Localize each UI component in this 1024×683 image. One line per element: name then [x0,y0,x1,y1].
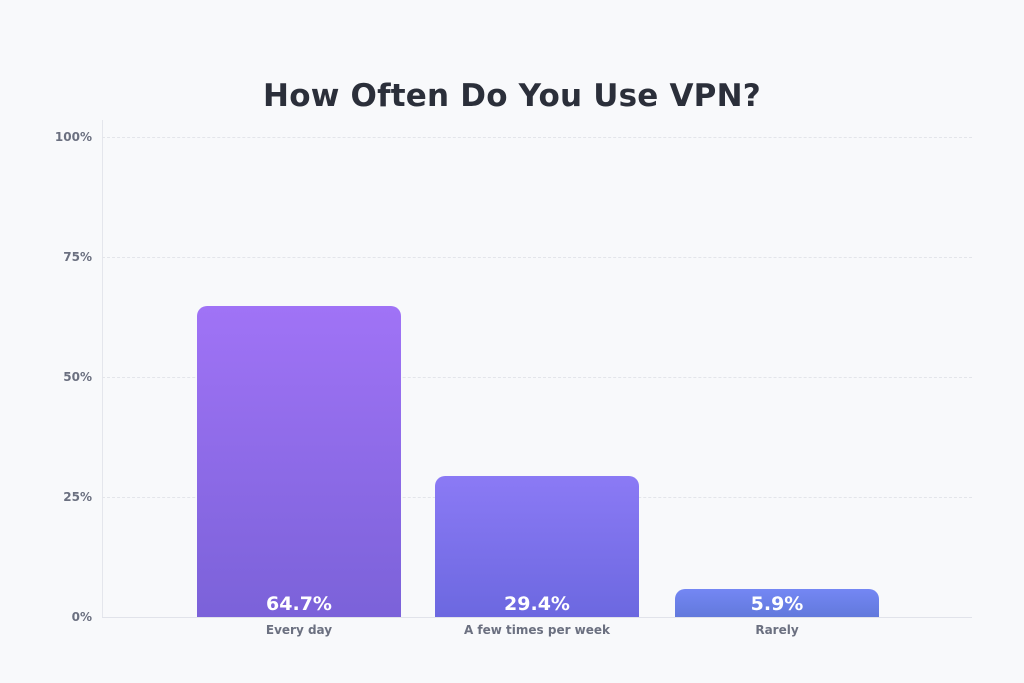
bar-few-times-per-week[interactable]: 29.4% [435,475,639,617]
bar-value-label: 64.7% [266,593,332,615]
gridline-100 [102,137,972,138]
y-tick-0: 0% [71,610,92,624]
gridline-75 [102,257,972,258]
bar-every-day[interactable]: 64.7% [197,306,401,617]
x-tick-every-day: Every day [265,623,333,637]
bar-value-label: 5.9% [750,593,804,615]
y-tick-75: 75% [63,250,92,264]
bar-rarely[interactable]: 5.9% [675,588,879,617]
plot-area: 64.7% 29.4% 5.9% [102,137,972,617]
chart-title: How Often Do You Use VPN? [263,78,761,114]
y-axis-line [102,120,103,617]
bar-value-label: 29.4% [504,593,570,615]
x-axis-line [102,617,972,618]
gridline-50 [102,377,972,378]
y-tick-50: 50% [63,370,92,384]
x-tick-few-times-per-week: A few times per week [463,623,611,637]
y-tick-100: 100% [54,130,92,144]
y-tick-25: 25% [63,490,92,504]
x-tick-rarely: Rarely [755,623,799,637]
